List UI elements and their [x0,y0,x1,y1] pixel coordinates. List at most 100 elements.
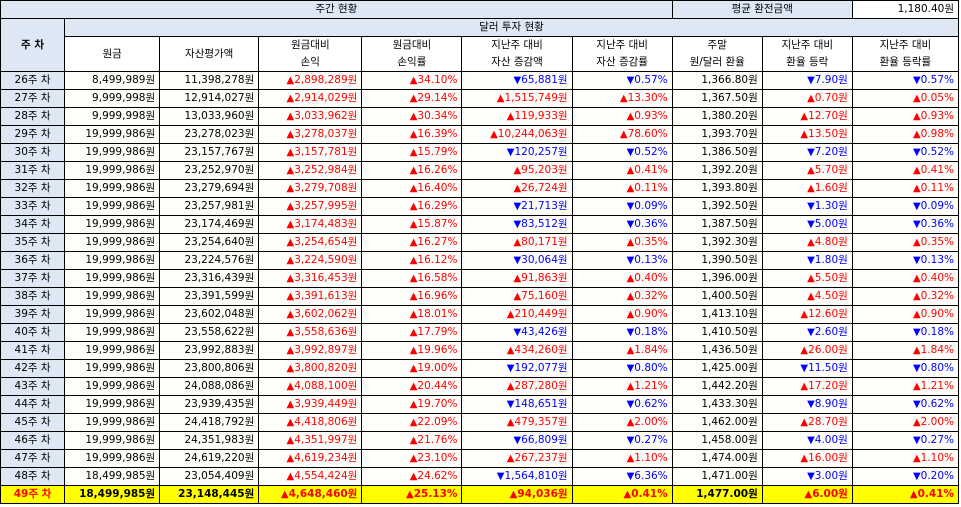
asset-change-rate-cell: ▲1.21% [571,377,673,396]
table-row: 31주 차 19,999,986원 23,252,970원 ▲3,252,984원 ▲1… [0,161,960,180]
up-triangle-icon: ▲ [807,237,815,248]
up-triangle-icon: ▲ [286,255,295,266]
rate-change-cell: ▼8.90원 [761,395,853,414]
rate-change-cell-value: 2.60원 [814,326,848,338]
principal-cell: 18,499,985원 [64,467,161,486]
column-header-line1: 주말 [707,39,727,51]
exchange-rate-cell: 1,393.70원 [671,125,763,144]
week-cell: 43주 차 [0,377,66,396]
principal-cell: 19,999,986원 [64,287,161,306]
asset-change-rate-cell: ▼0.27% [571,431,673,450]
down-triangle-icon: ▼ [912,201,921,212]
profit-loss-cell: ▲2,914,029원 [258,89,363,108]
exchange-rate-cell: 1,386.50원 [671,143,763,162]
down-triangle-icon: ▼ [912,147,921,158]
asset-change-cell: ▲287,280원 [461,377,573,396]
up-triangle-icon: ▲ [506,453,515,464]
column-header: 원금 [64,36,161,72]
up-triangle-icon: ▲ [409,255,418,266]
up-triangle-icon: ▲ [506,381,515,392]
asset-change-rate-cell-value: 0.52% [634,146,668,158]
rate-change-rate-cell-value: 2.00% [920,416,954,428]
up-triangle-icon: ▲ [409,237,418,248]
week-cell: 42주 차 [0,359,66,378]
up-triangle-icon: ▲ [409,381,418,392]
asset-change-cell-value: 479,357원 [514,416,568,428]
exchange-rate-cell: 1,390.50원 [671,251,763,270]
asset-value-cell: 23,252,970원 [159,161,260,180]
profit-loss-cell: ▲3,278,037원 [258,125,363,144]
up-triangle-icon: ▲ [626,183,635,194]
profit-loss-rate-cell-value: 23.10% [417,452,458,464]
down-triangle-icon: ▼ [626,201,635,212]
rate-change-cell: ▼5.00원 [761,215,853,234]
down-triangle-icon: ▼ [807,435,815,446]
up-triangle-icon: ▲ [513,273,522,284]
up-triangle-icon: ▲ [286,345,295,356]
week-cell: 38주 차 [0,287,66,306]
week-cell: 27주 차 [0,89,66,108]
exchange-rate-cell: 1,396.00원 [671,269,763,288]
down-triangle-icon: ▼ [626,147,635,158]
rate-change-cell-value: 5.70원 [814,164,848,176]
up-triangle-icon: ▲ [286,147,295,158]
asset-change-cell-value: 80,171원 [521,236,568,248]
principal-cell: 19,999,986원 [64,323,161,342]
week-cell: 44주 차 [0,395,66,414]
up-triangle-icon: ▲ [280,489,289,500]
column-header-line2: 손익률 [397,56,427,68]
rate-change-cell: ▼7.20원 [761,143,853,162]
profit-loss-cell-value: 3,279,708원 [294,182,358,194]
table-row: 30주 차 19,999,986원 23,157,767원 ▲3,157,781원 ▲1… [0,143,960,162]
up-triangle-icon: ▲ [626,291,635,302]
rate-change-cell-value: 12.60원 [808,308,848,320]
avg-rate-label: 평균 환전금액 [671,0,853,19]
rate-change-rate-cell-value: 1.10% [920,452,954,464]
avg-rate-value: 1,180.40원 [851,0,960,19]
up-triangle-icon: ▲ [800,129,809,140]
profit-loss-cell-value: 3,174,483원 [294,218,358,230]
week-cell: 39주 차 [0,305,66,324]
up-triangle-icon: ▲ [800,309,809,320]
up-triangle-icon: ▲ [409,345,418,356]
exchange-rate-cell: 1,413.10원 [671,305,763,324]
exchange-rate-cell: 1,410.50원 [671,323,763,342]
exchange-rate-cell: 1,442.20원 [671,377,763,396]
rate-change-rate-cell: ▲0.11% [851,179,960,198]
profit-loss-cell-value: 3,939,449원 [294,398,358,410]
asset-change-cell-value: 43,426원 [521,326,568,338]
down-triangle-icon: ▼ [807,471,815,482]
week-cell: 48주 차 [0,467,66,486]
exchange-rate-cell: 1,366.80원 [671,71,763,90]
rate-change-rate-cell: ▲1.10% [851,449,960,468]
exchange-rate-cell: 1,471.00원 [671,467,763,486]
asset-value-cell: 11,398,278원 [159,71,260,90]
column-header-line2: 원/달러 환율 [689,56,745,68]
asset-change-cell: ▲479,357원 [461,413,573,432]
profit-loss-cell: ▲4,088,100원 [258,377,363,396]
asset-value-cell: 24,619,220원 [159,449,260,468]
rate-change-rate-cell: ▲0.35% [851,233,960,252]
rate-change-rate-cell: ▲0.05% [851,89,960,108]
up-triangle-icon: ▲ [286,75,295,86]
up-triangle-icon: ▲ [912,93,921,104]
table-row: 37주 차 19,999,986원 23,316,439원 ▲3,316,453원 ▲1… [0,269,960,288]
asset-change-rate-cell: ▼0.13% [571,251,673,270]
rate-change-rate-cell: ▲0.98% [851,125,960,144]
up-triangle-icon: ▲ [409,165,418,176]
column-header: 원금대비 손익 [258,36,363,72]
asset-change-cell-value: 287,280원 [514,380,568,392]
rate-change-cell-value: 0.70원 [814,92,848,104]
principal-cell: 9,999,998원 [64,89,161,108]
up-triangle-icon: ▲ [409,309,418,320]
principal-cell: 19,999,986원 [64,125,161,144]
table-row: 49주 차 18,499,985원 23,148,445원 ▲4,648,460원 ▲2… [0,485,960,504]
exchange-rate-cell: 1,392.50원 [671,197,763,216]
down-triangle-icon: ▼ [506,147,515,158]
column-header-line1: 지난주 대비 [781,39,834,51]
up-triangle-icon: ▲ [409,219,418,230]
up-triangle-icon: ▲ [409,201,418,212]
week-cell: 32주 차 [0,179,66,198]
rate-change-cell-value: 8.90원 [814,398,848,410]
rate-change-rate-cell: ▼0.62% [851,395,960,414]
